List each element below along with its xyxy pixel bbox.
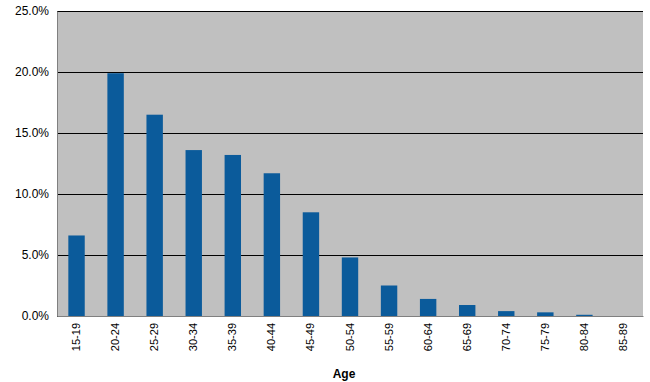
x-tick-label: 55-59 [383, 323, 395, 351]
x-tick: 45-49 [304, 323, 316, 351]
y-axis: 0.0% 5.0% 10.0% 15.0% 20.0% 25.0% [15, 4, 58, 323]
bar [68, 235, 84, 316]
x-tick-label: 40-44 [265, 323, 277, 351]
grid [57, 12, 643, 317]
x-axis-title: Age [333, 367, 356, 381]
x-tick: 80-84 [578, 323, 590, 351]
bar [615, 316, 631, 317]
x-tick-label: 75-79 [539, 323, 551, 351]
x-axis-line [58, 316, 644, 317]
bar [381, 286, 397, 317]
x-tick-label: 80-84 [578, 323, 590, 351]
bar [459, 305, 475, 316]
plot-background [57, 11, 643, 316]
plot: 0.0% 5.0% 10.0% 15.0% 20.0% 25.0% 15-19 20-24 25… [15, 4, 644, 351]
x-tick-label: 45-49 [304, 323, 316, 351]
x-tick-label: 30-34 [187, 323, 199, 351]
bar [146, 115, 162, 316]
x-tick-label: 25-29 [148, 323, 160, 351]
x-tick-label: 35-39 [226, 323, 238, 351]
grid-line [57, 316, 643, 317]
y-tick: 10.0% [15, 187, 57, 201]
bar [264, 173, 280, 316]
bar [225, 155, 241, 316]
x-tick-label: 60-64 [422, 323, 434, 351]
y-tick: 15.0% [15, 126, 57, 140]
bar [576, 315, 592, 316]
y-tick-label: 25.0% [15, 4, 49, 18]
bar [186, 150, 202, 316]
y-tick: 20.0% [15, 65, 57, 79]
x-tick: 30-34 [187, 323, 199, 351]
bar [342, 257, 358, 316]
bar [303, 212, 319, 316]
x-tick-label: 50-54 [344, 323, 356, 351]
y-axis-line [57, 12, 58, 317]
x-tick: 35-39 [226, 323, 238, 351]
y-tick-label: 20.0% [15, 65, 49, 79]
x-tick: 75-79 [539, 323, 551, 351]
x-tick-label: 65-69 [461, 323, 473, 351]
y-tick: 5.0% [22, 248, 57, 262]
x-tick: 50-54 [344, 323, 356, 351]
x-tick-label: 85-89 [617, 323, 629, 351]
grid-line [57, 194, 643, 195]
x-tick: 70-74 [500, 323, 512, 351]
grid-line [57, 255, 643, 256]
bars [68, 73, 592, 316]
x-tick: 65-69 [461, 323, 473, 351]
x-tick: 60-64 [422, 323, 434, 351]
bar [420, 299, 436, 316]
x-tick: 85-89 [617, 323, 629, 351]
grid-line [57, 133, 643, 134]
grid-line [57, 72, 643, 73]
grid-line [57, 11, 643, 12]
x-tick: 25-29 [148, 323, 160, 351]
y-tick-label: 10.0% [15, 187, 49, 201]
y-tick: 25.0% [15, 4, 57, 18]
y-tick-label: 15.0% [15, 126, 49, 140]
y-tick-label: 5.0% [22, 248, 50, 262]
x-axis: 15-19 20-24 25-29 30-34 35-39 40-44 45-49 50-54… [58, 317, 644, 352]
y-tick-label: 0.0% [22, 309, 50, 323]
bar [107, 73, 123, 316]
bar [498, 311, 514, 316]
bar [537, 312, 553, 316]
chart-svg: 0.0% 5.0% 10.0% 15.0% 20.0% 25.0% 15-19 20-24 25… [0, 0, 650, 382]
x-tick: 15-19 [70, 323, 82, 351]
x-tick-label: 70-74 [500, 323, 512, 351]
x-tick-label: 15-19 [70, 323, 82, 351]
x-tick: 55-59 [383, 323, 395, 351]
x-tick: 20-24 [109, 323, 121, 351]
x-tick: 40-44 [265, 323, 277, 351]
x-tick-label: 20-24 [109, 323, 121, 351]
y-tick: 0.0% [22, 309, 57, 323]
